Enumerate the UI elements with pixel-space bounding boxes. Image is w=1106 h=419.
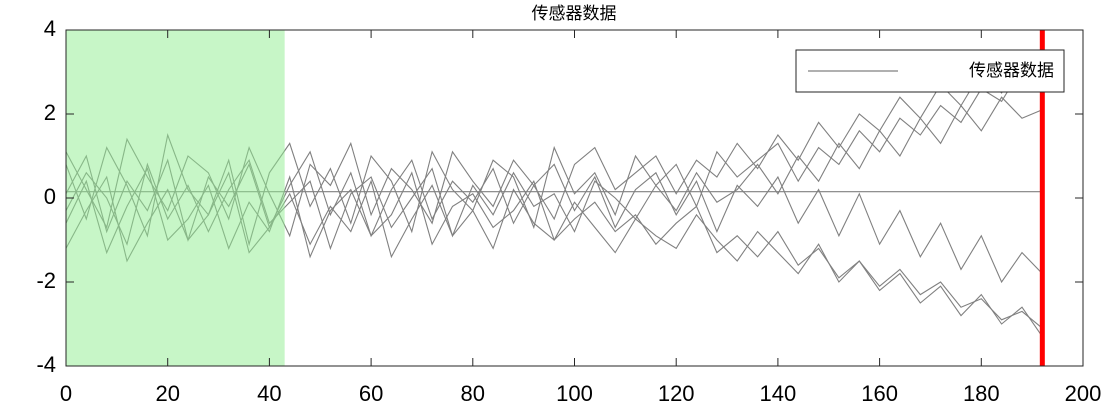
x-tick-label: 60 [359,381,383,406]
legend-label: 传感器数据 [969,61,1054,81]
x-tick-label: 20 [155,381,179,406]
x-tick-label: 80 [461,381,485,406]
y-tick-label: 0 [44,184,56,209]
shade-region [66,30,285,366]
x-tick-label: 40 [257,381,281,406]
y-tick-label: -2 [36,268,56,293]
y-tick-label: -4 [36,352,56,377]
y-tick-label: 2 [44,100,56,125]
chart-title: 传感器数据 [532,4,617,24]
x-tick-label: 0 [60,381,72,406]
x-tick-label: 120 [658,381,695,406]
y-tick-label: 4 [44,16,56,41]
x-tick-label: 180 [963,381,1000,406]
x-tick-label: 200 [1065,381,1102,406]
x-tick-label: 100 [556,381,593,406]
x-tick-label: 140 [760,381,797,406]
x-tick-label: 160 [861,381,898,406]
